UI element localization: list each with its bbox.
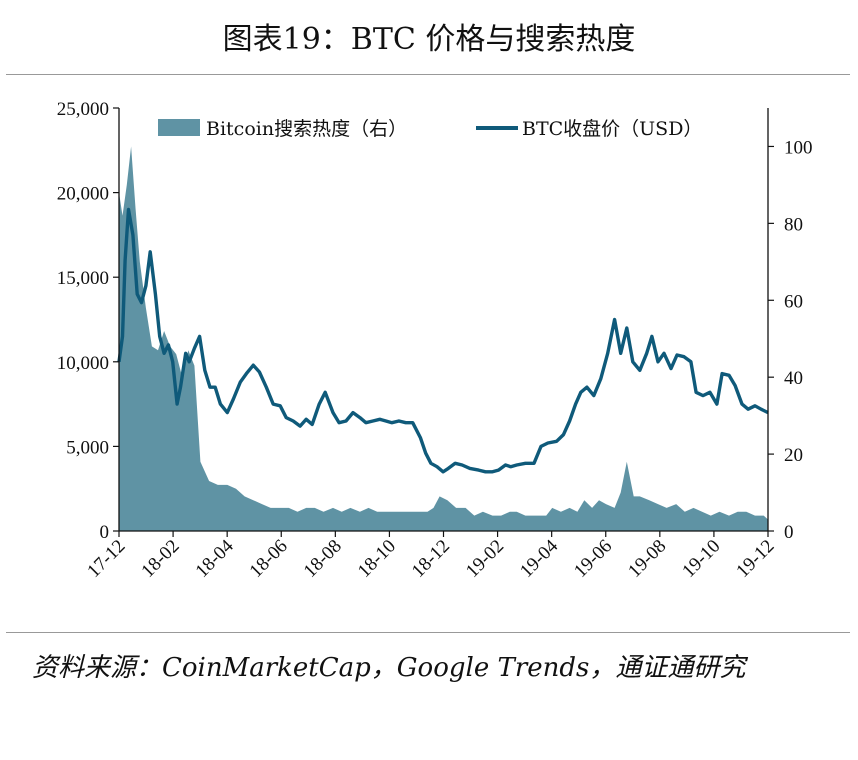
source-note: 资料来源：CoinMarketCap，Google Trends，通证通研究 xyxy=(32,653,746,683)
x-tick-label: 19-10 xyxy=(678,536,724,582)
x-tick-label: 18-10 xyxy=(354,536,400,582)
search-trend-area xyxy=(119,146,768,531)
legend-label-search: Bitcoin搜索热度（右） xyxy=(206,118,407,140)
x-tick-label: 18-04 xyxy=(192,535,239,582)
right-y-tick-label: 20 xyxy=(784,445,803,466)
chart-title: 图表19：BTC 价格与搜索热度 xyxy=(222,22,636,57)
x-tick-label: 19-02 xyxy=(462,536,508,582)
legend: Bitcoin搜索热度（右） BTC收盘价（USD） xyxy=(158,118,702,140)
legend-swatch-search xyxy=(158,119,200,136)
x-axis-tick-labels: 17-12 18-02 18-04 18-06 18-08 18-10 18-12 19-02… xyxy=(83,531,779,582)
x-tick-label: 18-06 xyxy=(246,536,292,582)
x-tick-label: 17-12 xyxy=(83,536,129,582)
x-tick-label: 19-08 xyxy=(624,536,670,582)
top-divider xyxy=(6,74,850,75)
x-tick-label: 19-12 xyxy=(732,536,778,582)
right-y-tick-label: 80 xyxy=(784,214,803,235)
x-tick-label: 19-06 xyxy=(570,536,616,582)
left-y-tick-label: 0 xyxy=(100,522,110,543)
plot-area xyxy=(117,146,769,531)
right-y-tick-label: 40 xyxy=(784,368,803,389)
right-y-tick-label: 60 xyxy=(784,291,803,312)
left-y-tick-label: 15,000 xyxy=(57,268,109,289)
right-y-tick-label: 100 xyxy=(784,137,813,158)
left-y-tick-label: 5,000 xyxy=(66,437,109,458)
legend-label-price: BTC收盘价（USD） xyxy=(522,118,702,140)
right-y-tick-label: 0 xyxy=(784,522,794,543)
axes: 0 5,000 10,000 15,000 20,000 25,000 0 20 40 60 80 1… xyxy=(57,99,813,543)
bottom-divider xyxy=(6,632,850,633)
chart: 0 5,000 10,000 15,000 20,000 25,000 0 20 40 60 80 1… xyxy=(57,99,813,582)
x-tick-label: 18-02 xyxy=(137,536,183,582)
left-y-tick-label: 10,000 xyxy=(57,353,109,374)
btc-price-line xyxy=(117,207,769,474)
left-y-tick-label: 20,000 xyxy=(57,184,109,205)
x-tick-label: 18-12 xyxy=(408,536,454,582)
x-tick-label: 19-04 xyxy=(516,535,563,582)
x-tick-label: 18-08 xyxy=(300,536,346,582)
left-y-tick-label: 25,000 xyxy=(57,99,109,120)
